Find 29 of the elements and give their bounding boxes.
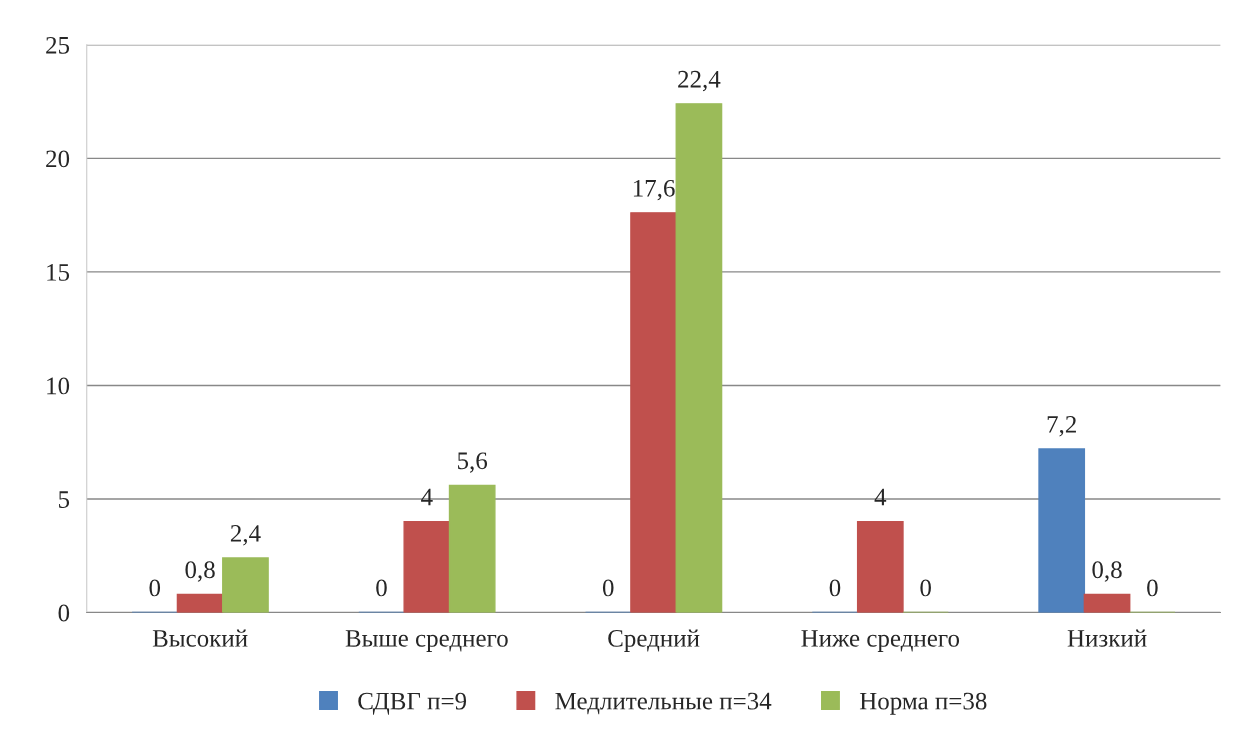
data-label: 0 <box>149 579 161 597</box>
x-tick-label: Высокий <box>152 629 248 647</box>
y-tick-label: 25 <box>46 36 70 54</box>
data-label: 0 <box>920 579 931 597</box>
data-label: 7,2 <box>1047 416 1076 437</box>
data-label: 22,4 <box>678 70 721 92</box>
x-tick-label: Выше среднего <box>345 630 508 652</box>
y-tick-label: 15 <box>47 264 70 281</box>
x-tick-label: Ниже среднего <box>801 630 960 652</box>
data-label: 4 <box>874 488 887 506</box>
data-label: 0 <box>602 579 614 597</box>
data-label: 17,6 <box>633 179 675 201</box>
y-tick-label: 10 <box>47 377 70 395</box>
legend-label: СДВГ п=9 <box>358 692 467 715</box>
x-tick-label: Низкий <box>1067 629 1147 647</box>
legend-label: Норма п=38 <box>859 692 987 715</box>
data-label: 0 <box>829 579 841 597</box>
data-label: 4 <box>421 488 433 506</box>
x-tick-label: Средний <box>608 629 700 652</box>
legend-label: Медлительные п=34 <box>555 692 772 715</box>
data-label: 0 <box>1147 579 1158 597</box>
y-tick-label: 0 <box>58 604 70 622</box>
data-label: 0,8 <box>185 561 215 582</box>
data-label: 5,6 <box>458 452 488 473</box>
y-tick-label: 20 <box>46 150 70 168</box>
y-tick-label: 5 <box>59 491 70 508</box>
data-label: 2,4 <box>230 525 261 546</box>
data-label: 0,8 <box>1092 561 1122 582</box>
data-label: 0 <box>376 579 387 597</box>
